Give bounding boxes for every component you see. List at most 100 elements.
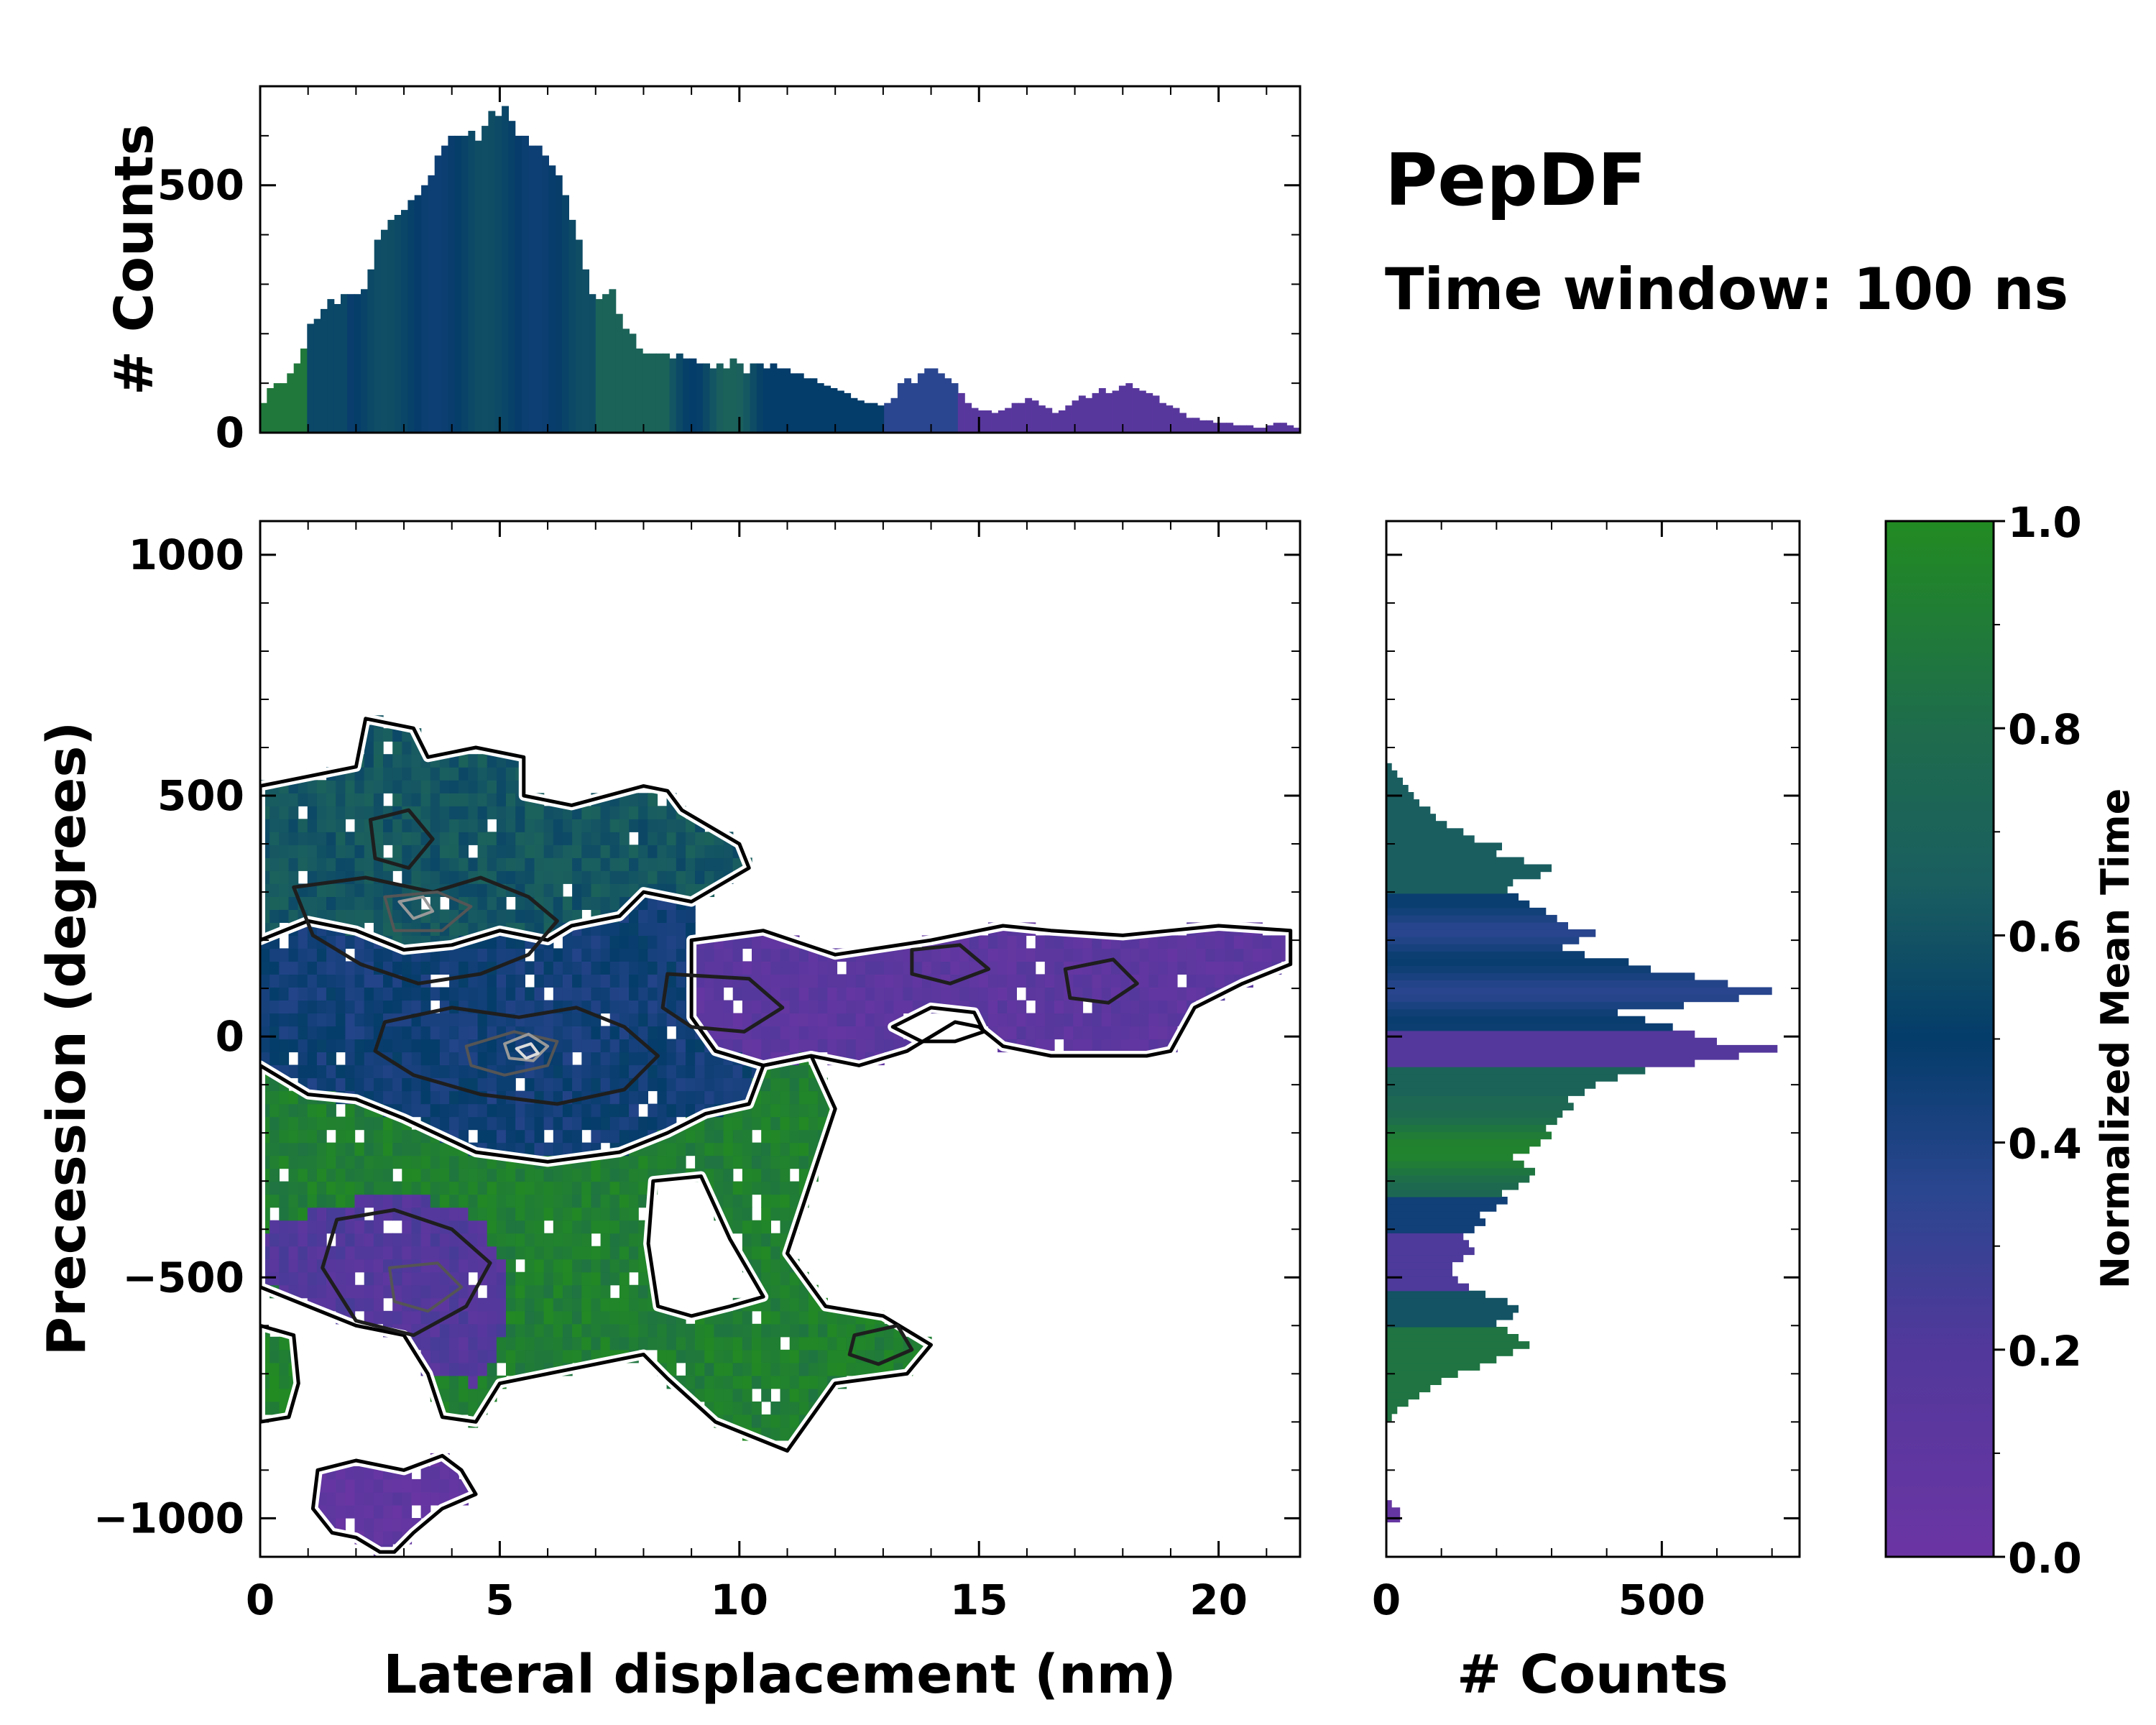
heatmap-cell <box>430 1181 441 1195</box>
right-histogram-bar <box>1386 1088 1585 1096</box>
heatmap-cell <box>354 832 365 845</box>
heatmap-cell <box>468 909 479 923</box>
heatmap-cell <box>591 870 602 884</box>
heatmap-cell <box>420 780 431 794</box>
top-histogram-bar <box>683 358 690 433</box>
heatmap-cell <box>1215 974 1225 988</box>
top-histogram-bar <box>810 378 818 433</box>
heatmap-cell <box>373 1168 384 1182</box>
heatmap-cell <box>402 1271 413 1286</box>
heatmap-cell <box>316 793 327 806</box>
heatmap-cell <box>1187 974 1197 988</box>
heatmap-cell <box>402 793 413 806</box>
heatmap-cell <box>392 1181 402 1195</box>
heatmap-cell <box>345 1168 356 1182</box>
heatmap-cell <box>496 1246 507 1260</box>
heatmap-cell <box>430 1207 441 1221</box>
right-histogram-bar <box>1386 1392 1419 1400</box>
top-histogram-bar <box>655 353 663 433</box>
heatmap-cell <box>402 1220 413 1234</box>
heatmap-cell <box>496 767 507 781</box>
heatmap-cell <box>714 1336 724 1351</box>
top-histogram-bar <box>857 400 865 433</box>
heatmap-cell <box>307 1259 318 1273</box>
heatmap-cell <box>459 1310 469 1325</box>
heatmap-cell <box>373 728 384 742</box>
heatmap-cell <box>629 1323 639 1338</box>
heatmap-cell <box>392 1491 402 1506</box>
heatmap-cell <box>298 832 308 845</box>
heatmap-cell <box>345 961 356 975</box>
heatmap-cell <box>875 1349 885 1363</box>
heatmap-cell <box>534 1297 545 1312</box>
right-histogram-bar <box>1386 1138 1541 1147</box>
heatmap-cell <box>515 1271 525 1286</box>
heatmap-cell <box>477 987 488 1001</box>
heatmap-cell <box>543 1116 554 1131</box>
heatmap-cell <box>761 1220 771 1234</box>
heatmap-cell <box>657 948 668 962</box>
heatmap-cell <box>648 832 658 845</box>
heatmap-cell <box>402 1155 413 1169</box>
heatmap-cell <box>506 1181 516 1195</box>
heatmap-cell <box>780 1103 791 1118</box>
heatmap-cell <box>695 948 705 962</box>
heatmap-cell <box>657 1310 668 1325</box>
heatmap-cell <box>506 1246 516 1260</box>
heatmap-cell <box>629 819 639 832</box>
heatmap-cell <box>487 883 497 897</box>
heatmap-cell <box>392 896 402 910</box>
heatmap-cell <box>364 883 374 897</box>
heatmap-cell <box>770 1297 781 1312</box>
heatmap-cell <box>515 1323 525 1338</box>
heatmap-cell <box>411 754 422 768</box>
heatmap-cell <box>1092 1026 1102 1040</box>
heatmap-cell <box>402 1478 413 1493</box>
heatmap-cell <box>1139 935 1150 949</box>
heatmap-cell <box>742 1142 752 1156</box>
heatmap-cell <box>657 806 668 819</box>
heatmap-cell <box>449 819 459 832</box>
heatmap-cell <box>270 845 280 858</box>
heatmap-cell <box>695 1323 705 1338</box>
heatmap-cell <box>761 935 771 949</box>
heatmap-cell <box>553 1246 563 1260</box>
heatmap-cell <box>336 1259 346 1273</box>
heatmap-cell <box>402 1194 413 1208</box>
heatmap-cell <box>543 819 554 832</box>
heatmap-cell <box>364 1246 374 1260</box>
heatmap-cell <box>752 935 762 949</box>
heatmap-cell <box>477 1362 488 1376</box>
heatmap-cell <box>364 1194 374 1208</box>
right-histogram-bar <box>1386 1167 1535 1176</box>
heatmap-cell <box>487 806 497 819</box>
heatmap-cell <box>808 1000 819 1014</box>
heatmap-cell <box>704 1000 715 1014</box>
top-histogram-bar <box>991 413 999 433</box>
heatmap-cell <box>1082 1039 1093 1053</box>
heatmap-cell <box>1130 1013 1140 1027</box>
heatmap-cell <box>619 883 630 897</box>
heatmap-cell <box>808 1323 819 1338</box>
right-histogram-bar <box>1386 842 1502 851</box>
heatmap-cell <box>515 845 525 858</box>
heatmap-cell <box>326 974 336 988</box>
heatmap-cell <box>364 754 374 768</box>
heatmap-cell <box>1064 1000 1074 1014</box>
heatmap-cell <box>780 1026 791 1040</box>
top-histogram-bar <box>374 239 382 433</box>
top-histogram-bar <box>783 368 791 433</box>
heatmap-cell <box>1064 1013 1074 1027</box>
main-xlabel: Lateral displacement (nm) <box>383 1644 1176 1706</box>
heatmap-cell <box>657 1103 668 1118</box>
heatmap-cell <box>761 1039 771 1053</box>
heatmap-cell <box>316 1129 327 1144</box>
heatmap-cell <box>609 896 620 910</box>
heatmap-cell <box>288 961 299 975</box>
heatmap-cell <box>638 1310 648 1325</box>
heatmap-cell <box>373 1505 384 1519</box>
heatmap-cell <box>752 1155 762 1169</box>
heatmap-cell <box>562 935 573 949</box>
right-histogram-bar <box>1386 1290 1485 1299</box>
